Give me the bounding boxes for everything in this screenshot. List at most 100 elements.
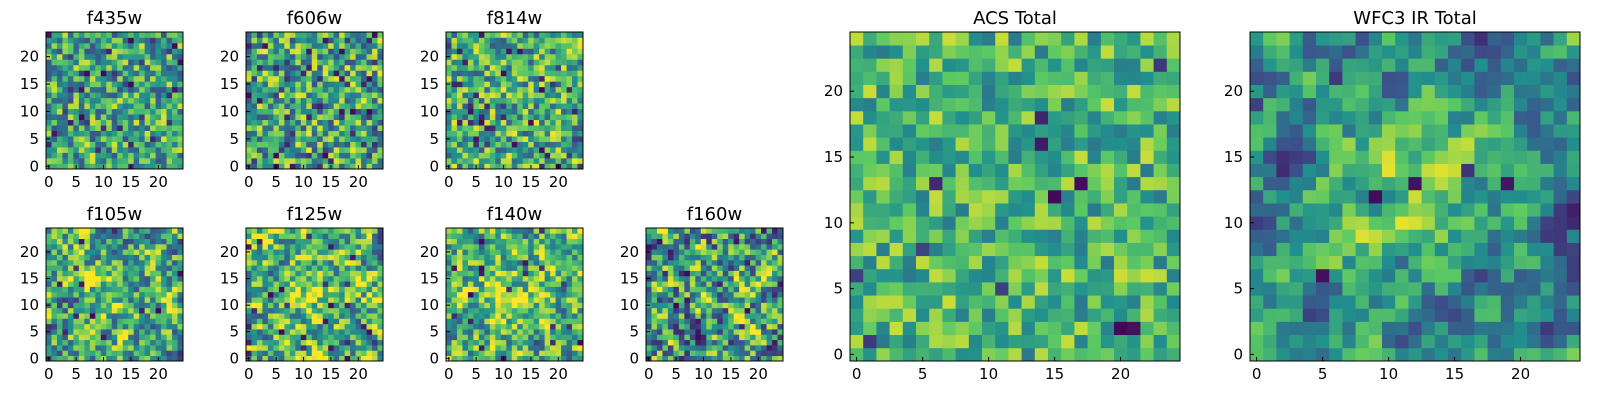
heatmap-cell	[366, 243, 373, 250]
heatmap-cell	[489, 339, 496, 346]
heatmap-cell	[333, 233, 340, 239]
heatmap-cell	[344, 64, 351, 71]
heatmap-cell	[544, 37, 551, 44]
heatmap-cell	[95, 92, 102, 99]
heatmap-cell	[95, 130, 102, 137]
heatmap-cell	[777, 318, 784, 325]
heatmap-cell	[172, 152, 178, 159]
heatmap-cell	[161, 228, 167, 234]
heatmap-cell	[539, 270, 545, 277]
heatmap-cell	[295, 275, 302, 282]
heatmap-cell	[528, 75, 535, 82]
heatmap-cell	[139, 64, 145, 71]
heatmap-cell	[555, 97, 562, 104]
heatmap-cell	[982, 124, 996, 138]
heatmap-cell	[51, 141, 58, 148]
heatmap-cell	[361, 270, 367, 277]
heatmap-cell	[733, 350, 740, 357]
heatmap-cell	[761, 313, 767, 319]
heatmap-cell	[139, 141, 145, 148]
heatmap-cell	[106, 97, 113, 104]
heatmap-cell	[89, 345, 96, 351]
heatmap-cell	[95, 70, 102, 77]
heatmap-cell	[1048, 282, 1062, 296]
y-tick-label: 10	[220, 296, 239, 314]
heatmap-cell	[73, 291, 80, 298]
heatmap-cell	[539, 339, 545, 346]
heatmap-cell	[51, 291, 58, 298]
heatmap-cell	[511, 355, 518, 362]
heatmap-cell	[566, 265, 573, 271]
heatmap-cell	[955, 189, 970, 204]
heatmap-cell	[968, 334, 983, 349]
heatmap-cell	[528, 265, 535, 271]
heatmap-cell	[150, 297, 156, 303]
heatmap-cell	[251, 130, 258, 137]
heatmap-cell	[117, 125, 124, 131]
heatmap-cell	[572, 64, 578, 71]
heatmap-cell	[306, 254, 313, 261]
heatmap-cell	[62, 75, 69, 82]
heatmap-cell	[155, 108, 162, 115]
heatmap-cell	[133, 103, 140, 110]
heatmap-cell	[95, 114, 102, 121]
heatmap-cell	[122, 329, 129, 335]
heatmap-cell	[478, 114, 485, 121]
heatmap-cell	[1048, 242, 1062, 257]
heatmap-cell	[295, 81, 302, 88]
heatmap-cell	[84, 329, 91, 335]
heatmap-cell	[246, 233, 252, 239]
heatmap-cell	[256, 334, 263, 341]
heatmap-cell	[322, 302, 329, 309]
heatmap-cell	[706, 254, 713, 261]
heatmap-cell	[262, 350, 269, 357]
heatmap-cell	[572, 228, 578, 234]
heatmap-cell	[467, 75, 474, 82]
heatmap-cell	[117, 152, 124, 159]
heatmap-cell	[133, 125, 140, 131]
heatmap-cell	[916, 268, 930, 283]
heatmap-cell	[300, 119, 307, 126]
heatmap-cell	[295, 147, 302, 153]
heatmap-cell	[473, 254, 480, 261]
heatmap-cell	[150, 163, 156, 170]
heatmap-cell	[446, 92, 452, 99]
heatmap-cell	[372, 329, 378, 335]
heatmap-cell	[166, 291, 173, 298]
heatmap-cell	[284, 158, 291, 164]
heatmap-cell	[366, 238, 373, 245]
heatmap-cell	[566, 158, 573, 164]
heatmap-cell	[772, 254, 778, 261]
heatmap-cell	[506, 75, 513, 82]
heatmap-cell	[673, 313, 680, 319]
heatmap-cell	[377, 97, 384, 104]
heatmap-cell	[333, 103, 340, 110]
heatmap-cell	[355, 323, 362, 330]
heatmap-cell	[166, 147, 173, 153]
heatmap-cell	[284, 275, 291, 282]
x-tick-label: 15	[521, 365, 540, 383]
heatmap-cell	[344, 297, 351, 303]
heatmap-cell	[377, 228, 384, 234]
heatmap-cell	[577, 297, 584, 303]
heatmap-cell	[366, 329, 373, 335]
heatmap-cell	[117, 64, 124, 71]
heatmap-cell	[84, 125, 91, 131]
heatmap-cell	[717, 334, 724, 341]
heatmap-cell	[1140, 216, 1154, 230]
heatmap-cell	[128, 103, 135, 110]
heatmap-cell	[511, 345, 518, 351]
heatmap-cell	[246, 270, 252, 277]
heatmap-cell	[722, 249, 729, 255]
heatmap-cell	[139, 37, 145, 44]
heatmap-cell	[78, 163, 85, 170]
heatmap-cell	[111, 355, 118, 362]
heatmap-cell	[284, 233, 291, 239]
heatmap-cell	[484, 130, 491, 137]
heatmap-cell	[306, 42, 313, 49]
heatmap-cell	[700, 259, 707, 266]
heatmap-cell	[56, 108, 63, 115]
heatmap-cell	[495, 339, 502, 346]
heatmap-cell	[344, 130, 351, 137]
heatmap-cell	[717, 318, 724, 325]
